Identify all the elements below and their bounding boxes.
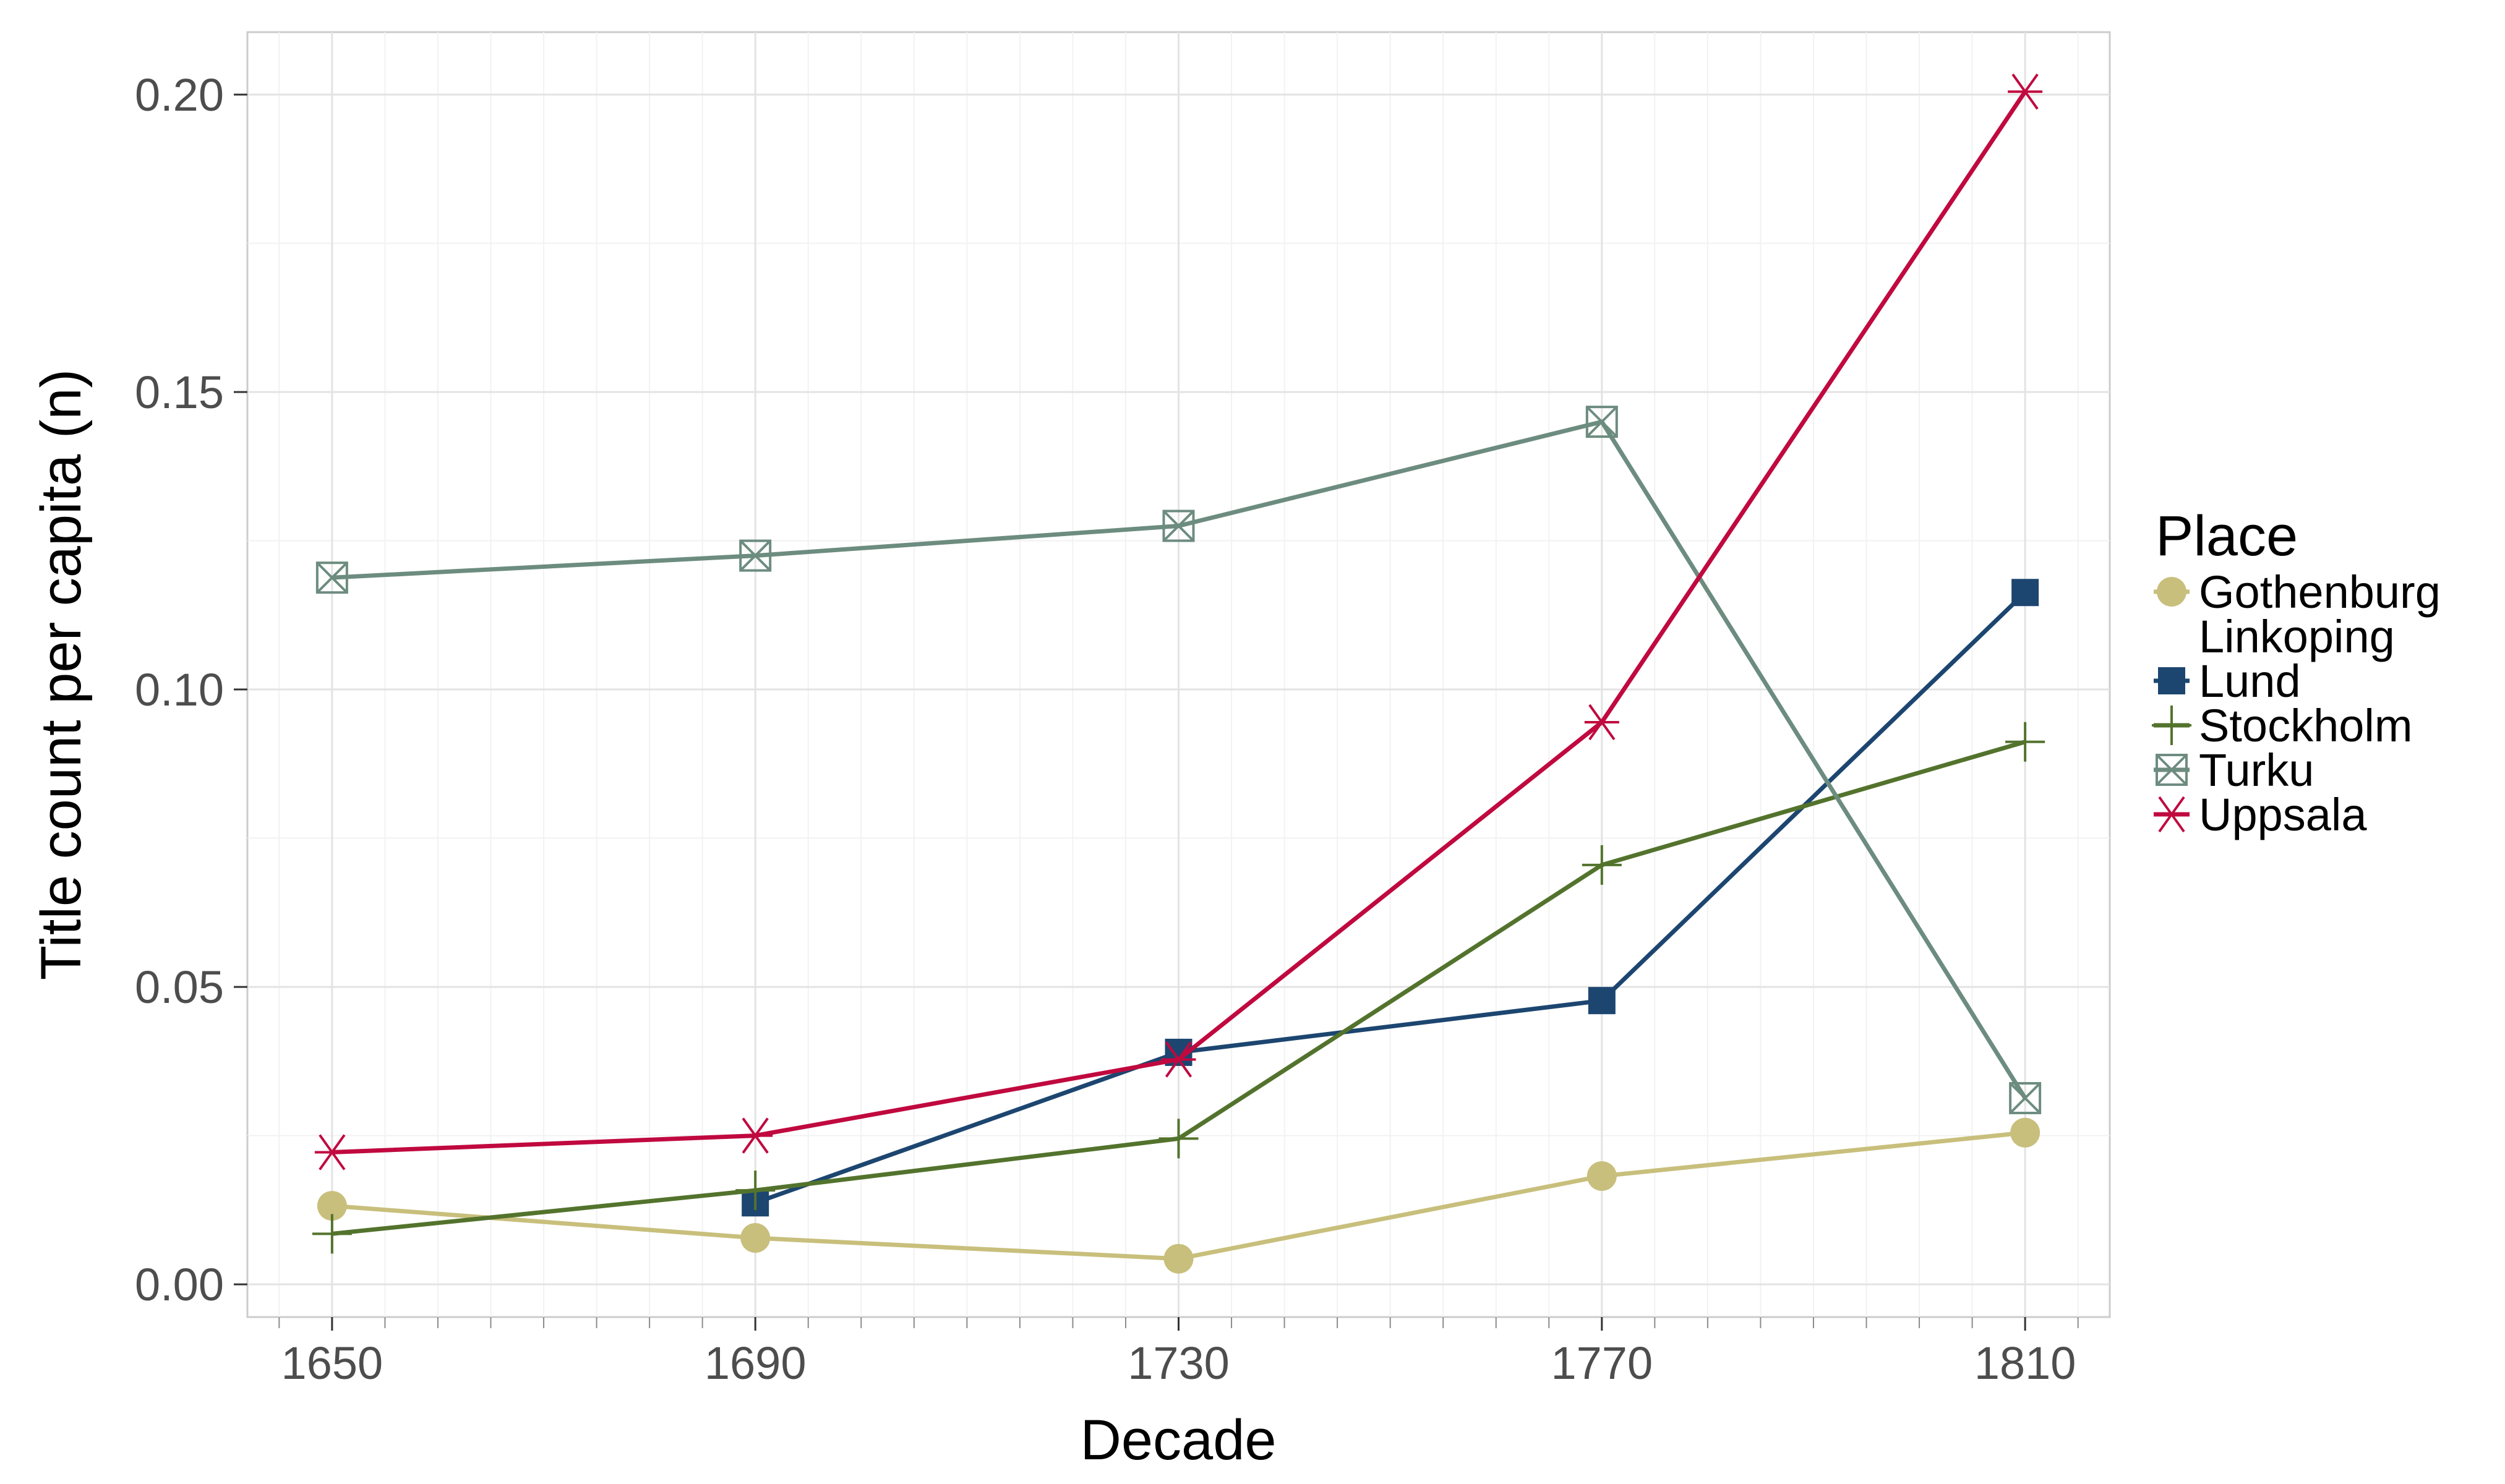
x-tick-label: 1690 — [704, 1337, 807, 1389]
data-point-uppsala — [1161, 1041, 1196, 1078]
y-axis: 0.00 0.05 0.10 0.15 0.20 — [135, 69, 247, 1310]
data-point-stockholm — [1582, 845, 1622, 885]
data-point-gothenburg — [1163, 1243, 1194, 1274]
legend-marker-turku — [2156, 754, 2188, 786]
y-tick-label: 0.00 — [135, 1259, 224, 1310]
data-point-turku — [739, 539, 772, 572]
data-point-gothenburg — [740, 1223, 771, 1253]
y-tick-label: 0.15 — [135, 367, 224, 418]
legend-label-linkoping: Linkoping — [2199, 611, 2395, 662]
legend-label-uppsala: Uppsala — [2199, 789, 2367, 840]
legend-marker-gothenburg — [2157, 577, 2186, 607]
legend-label-turku: Turku — [2199, 744, 2314, 796]
data-point-gothenburg — [2010, 1117, 2040, 1148]
data-point-stockholm — [312, 1214, 352, 1254]
data-point-stockholm — [735, 1171, 776, 1211]
x-tick-label: 1730 — [1128, 1337, 1230, 1389]
x-tick-label: 1650 — [281, 1337, 383, 1389]
series-line-lund — [755, 591, 2027, 1205]
legend: Place GothenburgLinkopingLundStockholmTu… — [2152, 505, 2441, 840]
data-point-lund — [1588, 987, 1616, 1015]
y-axis-title: Title count per capita (n) — [30, 369, 93, 981]
y-tick-label: 0.20 — [135, 69, 224, 121]
x-axis: 1650 1690 1730 1770 1810 — [278, 1317, 2079, 1389]
data-point-stockholm — [2005, 722, 2045, 762]
legend-marker-lund — [2158, 667, 2185, 694]
legend-label-gothenburg: Gothenburg — [2199, 566, 2441, 618]
data-point-uppsala — [2008, 74, 2043, 110]
data-point-uppsala — [738, 1117, 773, 1154]
x-tick-label: 1810 — [1974, 1337, 2076, 1389]
legend-label-stockholm: Stockholm — [2199, 700, 2412, 751]
legend-marker-stockholm — [2152, 706, 2191, 745]
data-point-uppsala — [1584, 704, 1619, 741]
legend-title: Place — [2156, 505, 2298, 568]
x-axis-title: Decade — [1080, 1409, 1276, 1472]
data-point-gothenburg — [317, 1191, 347, 1221]
data-point-turku — [1585, 406, 1618, 438]
x-tick-label: 1770 — [1551, 1337, 1653, 1389]
data-point-turku — [315, 561, 348, 594]
data-point-gothenburg — [1586, 1161, 1617, 1191]
data-point-turku — [1162, 510, 1195, 542]
data-point-turku — [2009, 1081, 2042, 1114]
data-point-lund — [2011, 579, 2039, 607]
grid — [247, 32, 2110, 1317]
y-tick-label: 0.10 — [135, 664, 224, 715]
data-point-uppsala — [314, 1134, 349, 1171]
y-tick-label: 0.05 — [135, 962, 224, 1013]
data-point-stockholm — [1158, 1119, 1199, 1159]
series-layer — [312, 74, 2045, 1274]
legend-marker-uppsala — [2154, 796, 2189, 833]
legend-label-lund: Lund — [2199, 655, 2301, 707]
